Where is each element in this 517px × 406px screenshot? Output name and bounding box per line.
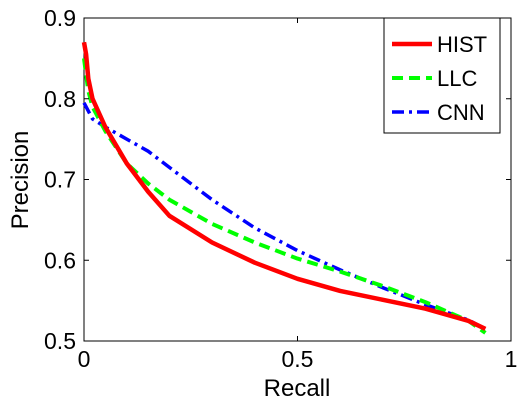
legend-items: HIST LLC CNN bbox=[392, 32, 487, 125]
legend-label-hist: HIST bbox=[437, 32, 487, 57]
y-tick-label: 0.9 bbox=[44, 5, 76, 31]
y-tick-label: 0.7 bbox=[44, 167, 76, 193]
legend-label-cnn: CNN bbox=[437, 100, 485, 125]
x-tick-label: 1 bbox=[505, 346, 517, 372]
plot-area: 0 0.5 10.50.60.70.80.9 bbox=[44, 5, 517, 372]
y-tick-label: 0.5 bbox=[44, 328, 76, 354]
y-tick-label: 0.6 bbox=[44, 247, 76, 273]
series-line-hist bbox=[81, 41, 487, 331]
x-tick-label: 0 bbox=[78, 346, 91, 372]
legend-label-llc: LLC bbox=[437, 66, 477, 91]
y-tick-label: 0.8 bbox=[44, 86, 76, 112]
y-axis-label: Precision bbox=[7, 131, 34, 230]
series-line-cnn bbox=[82, 101, 487, 331]
series-layer bbox=[81, 41, 487, 335]
legend: HIST LLC CNN bbox=[383, 17, 501, 134]
tick-layer: 0 0.5 10.50.60.70.80.9 bbox=[44, 5, 517, 372]
legend-box bbox=[383, 17, 501, 134]
x-axis-label: Recall bbox=[264, 375, 331, 402]
x-tick-label: 0.5 bbox=[282, 346, 314, 372]
